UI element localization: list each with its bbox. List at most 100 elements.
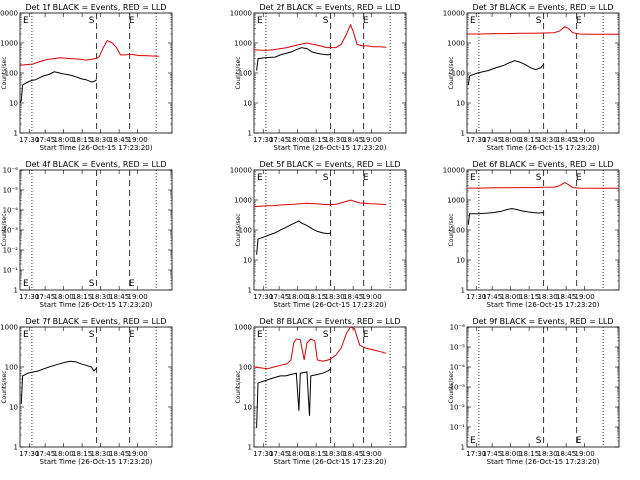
x-tick-label: 18:45: [109, 450, 129, 458]
edge-marker-label: E: [23, 279, 29, 289]
start-marker-label: S: [536, 16, 542, 26]
start-marker-label: S: [89, 279, 95, 289]
x-tick-label: 18:15: [306, 293, 326, 301]
x-tick-label: 18:45: [556, 293, 576, 301]
x-tick-label: 17:30: [253, 450, 273, 458]
x-tick-label: 17:45: [482, 293, 502, 301]
x-tick-label: 18:30: [91, 293, 111, 301]
edge-marker-label: E: [470, 436, 476, 446]
panel-title: Det 1f BLACK = Events, RED = LLD: [25, 3, 166, 12]
x-tick-label: 18:00: [54, 450, 74, 458]
x-tick-label: 18:30: [325, 136, 345, 144]
plot-frame: [253, 326, 407, 448]
x-tick-label: 19:00: [575, 136, 595, 144]
series-line-events: [256, 47, 331, 71]
y-tick-label: 1: [248, 444, 252, 452]
panel-8: Det 8f BLACK = Events, RED = LLD 1 10 100 10…: [234, 317, 407, 466]
series-line-lld: [19, 39, 159, 66]
series-line-events: [256, 220, 331, 255]
y-tick-label: 1: [461, 287, 465, 295]
panel-title: Det 9f BLACK = Events, RED = LLD: [472, 317, 613, 326]
y-tick-label: 10⁻²: [3, 247, 19, 255]
x-axis-label: Start Time (26-Oct-15 17:23:20): [274, 301, 387, 309]
y-tick-label: 10000: [230, 10, 252, 18]
y-tick-label: 1000: [234, 197, 252, 205]
y-tick-label: 1000: [234, 40, 252, 48]
x-axis-label: Start Time (26-Oct-15 17:23:20): [40, 144, 153, 152]
series-line-events: [20, 360, 98, 404]
y-tick-label: 1000: [447, 197, 465, 205]
series-line-lld: [253, 23, 387, 51]
panel-3: Det 3f BLACK = Events, RED = LLD 1 10 100 10…: [443, 3, 620, 152]
plot-frame: [466, 326, 620, 448]
y-tick-label: 10⁻⁵: [450, 344, 466, 352]
start-marker-label: S: [323, 330, 329, 340]
x-axis-label: Start Time (26-Oct-15 17:23:20): [274, 458, 387, 466]
y-tick-label: 100: [239, 227, 252, 235]
x-tick-label: 17:30: [466, 450, 486, 458]
panel-9: Det 9f BLACK = Events, RED = LLD 1 10⁻¹ 10⁻…: [448, 317, 620, 466]
x-tick-label: 19:00: [575, 293, 595, 301]
x-tick-label: 18:00: [288, 450, 308, 458]
y-tick-label: 10⁻⁶: [450, 324, 466, 332]
y-tick-label: 10000: [0, 10, 18, 18]
x-tick-label: 18:30: [325, 293, 345, 301]
series-line-events: [467, 207, 544, 225]
y-tick-label: 10⁻⁴: [450, 364, 466, 372]
y-tick-label: 10: [456, 257, 465, 265]
y-axis-label: Counts/sec: [235, 370, 242, 403]
end-marker-label: E: [129, 330, 135, 340]
y-tick-label: 10⁻³: [3, 227, 19, 235]
edge-marker-label: E: [257, 330, 263, 340]
x-tick-label: 18:15: [519, 293, 539, 301]
end-marker-label: E: [363, 16, 369, 26]
end-marker-label: E: [129, 16, 135, 26]
x-tick-label: 18:30: [538, 136, 558, 144]
x-tick-label: 18:30: [91, 136, 111, 144]
plot-frame: [466, 12, 620, 134]
x-tick-label: 18:00: [288, 136, 308, 144]
y-tick-label: 10⁻³: [450, 384, 466, 392]
y-axis-label: Counts/sec: [448, 370, 455, 403]
series-line-events: [256, 368, 332, 428]
panel-title: Det 6f BLACK = Events, RED = LLD: [472, 160, 613, 169]
y-axis-label: Counts/sec: [448, 213, 455, 246]
x-tick-label: 17:30: [19, 293, 39, 301]
x-tick-label: 18:15: [72, 450, 92, 458]
y-tick-label: 10⁻²: [450, 404, 466, 412]
y-tick-label: 1000: [0, 40, 18, 48]
y-tick-label: 10: [243, 100, 252, 108]
x-tick-label: 17:45: [269, 136, 289, 144]
plot-frame: [19, 169, 173, 291]
end-marker-label: E: [576, 173, 582, 183]
x-tick-label: 19:00: [362, 450, 382, 458]
y-axis-label: Counts/sec: [235, 56, 242, 89]
y-tick-label: 10: [243, 257, 252, 265]
x-tick-label: 18:30: [538, 293, 558, 301]
x-tick-label: 19:00: [362, 136, 382, 144]
plot-frame: [253, 169, 407, 291]
y-tick-label: 100: [452, 227, 465, 235]
x-tick-label: 18:30: [538, 450, 558, 458]
plot-frame: [253, 12, 407, 134]
panel-2: Det 2f BLACK = Events, RED = LLD 1 10 100 10…: [230, 3, 407, 152]
x-tick-label: 19:00: [128, 136, 148, 144]
x-tick-label: 18:15: [72, 293, 92, 301]
x-tick-label: 19:00: [575, 450, 595, 458]
x-tick-label: 18:00: [501, 293, 521, 301]
x-axis-label: Start Time (26-Oct-15 17:23:20): [487, 144, 600, 152]
y-tick-label: 100: [5, 70, 18, 78]
y-axis-label: Counts/sec: [235, 213, 242, 246]
edge-marker-label: E: [470, 16, 476, 26]
y-tick-label: 10⁻⁴: [3, 207, 19, 215]
y-tick-label: 10000: [443, 167, 465, 175]
x-tick-label: 18:45: [343, 450, 363, 458]
end-marker-label: E: [363, 330, 369, 340]
x-tick-label: 19:00: [128, 293, 148, 301]
x-tick-label: 18:15: [72, 136, 92, 144]
start-marker-label: S: [323, 173, 329, 183]
x-tick-label: 17:45: [269, 293, 289, 301]
panel-title: Det 5f BLACK = Events, RED = LLD: [259, 160, 400, 169]
x-axis-label: Start Time (26-Oct-15 17:23:20): [487, 458, 600, 466]
y-tick-label: 1: [14, 444, 18, 452]
